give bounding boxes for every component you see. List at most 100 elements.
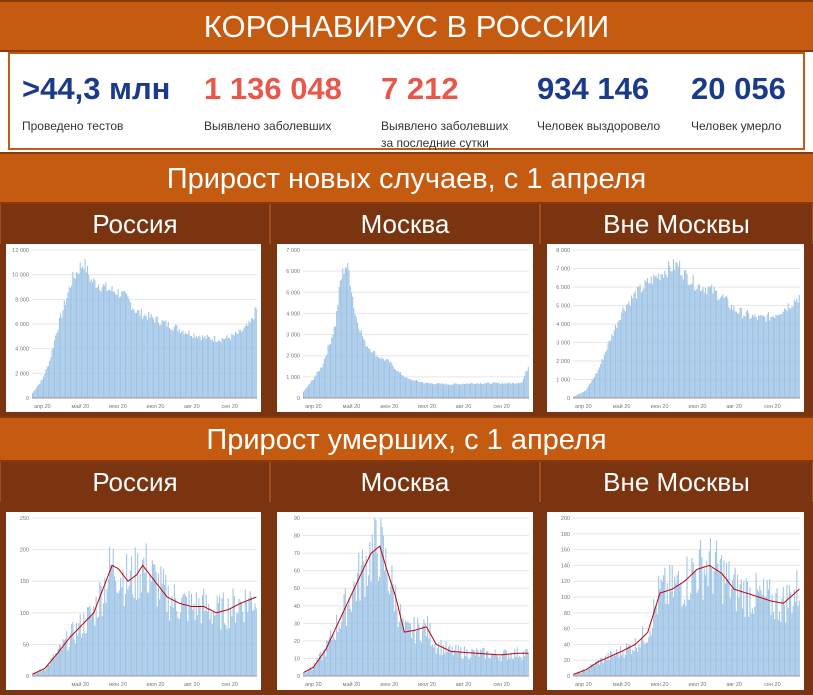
- bar: [771, 594, 773, 676]
- bar: [217, 603, 219, 676]
- bar: [171, 329, 173, 398]
- bar: [687, 599, 689, 676]
- bar: [467, 383, 469, 398]
- bar: [658, 576, 660, 676]
- bar: [419, 640, 421, 676]
- section-title-deaths: Прирост умерших, с 1 апреля: [0, 416, 813, 462]
- bar: [428, 383, 430, 398]
- bar: [210, 339, 212, 398]
- bar: [382, 358, 384, 398]
- bar: [384, 570, 386, 676]
- bar: [58, 317, 60, 398]
- bar: [210, 612, 212, 676]
- bar: [473, 383, 475, 398]
- bar: [54, 658, 56, 676]
- bar: [349, 285, 351, 398]
- bar: [764, 596, 766, 676]
- bar: [194, 337, 196, 398]
- bar: [303, 672, 305, 676]
- bar: [638, 644, 640, 676]
- bar: [307, 670, 309, 676]
- bar: [693, 571, 695, 676]
- bar: [627, 303, 629, 398]
- bar: [328, 637, 330, 676]
- bar: [495, 382, 497, 398]
- bar: [468, 659, 470, 676]
- bar: [737, 574, 739, 676]
- bar: [762, 315, 765, 398]
- bar: [188, 590, 190, 676]
- bar: [758, 315, 760, 398]
- bar: [596, 661, 598, 676]
- bar: [776, 315, 778, 398]
- bar: [712, 293, 714, 398]
- bar: [425, 382, 427, 398]
- bar: [78, 623, 80, 676]
- bar: [576, 394, 578, 398]
- bar: [756, 320, 758, 398]
- bar: [603, 660, 605, 676]
- bar: [439, 383, 441, 398]
- bar: [487, 382, 489, 398]
- y-tick-label: 8 000: [556, 248, 570, 254]
- bar: [589, 668, 591, 676]
- bar: [209, 619, 211, 676]
- bar: [688, 285, 691, 398]
- bar: [584, 669, 586, 676]
- bar: [33, 391, 35, 398]
- bar: [381, 357, 383, 398]
- bar: [422, 625, 424, 676]
- bar: [388, 362, 391, 398]
- bar: [387, 590, 389, 676]
- bar: [690, 284, 692, 398]
- bar: [143, 557, 145, 676]
- bar: [526, 370, 528, 398]
- y-tick-label: 0: [26, 674, 29, 680]
- bar: [330, 629, 332, 676]
- bar: [721, 296, 723, 398]
- bar: [520, 657, 522, 676]
- bar: [580, 672, 582, 676]
- bar: [110, 565, 112, 676]
- bar: [247, 612, 249, 676]
- y-tick-label: 40: [564, 642, 570, 648]
- bar: [767, 589, 769, 676]
- bar: [357, 322, 359, 398]
- bar: [605, 655, 607, 676]
- bar: [137, 552, 139, 676]
- bar: [144, 314, 146, 398]
- bar: [791, 306, 793, 398]
- bar: [781, 313, 783, 398]
- bar: [788, 585, 790, 676]
- bar: [44, 373, 46, 398]
- bar: [463, 646, 465, 676]
- bar: [417, 381, 419, 398]
- bar: [463, 384, 465, 398]
- bar: [187, 621, 189, 676]
- bar: [172, 607, 174, 676]
- bar: [441, 655, 443, 676]
- bar: [45, 369, 47, 398]
- bar: [661, 581, 663, 676]
- bar: [254, 307, 256, 398]
- bar: [676, 575, 678, 676]
- bar: [483, 647, 485, 676]
- bar: [107, 579, 109, 676]
- bar: [84, 633, 86, 676]
- bar: [596, 373, 598, 398]
- bar: [443, 384, 445, 398]
- bar: [212, 341, 215, 398]
- bar: [135, 600, 137, 676]
- bar: [159, 325, 161, 398]
- bar: [204, 611, 206, 676]
- bar: [739, 307, 741, 398]
- bar: [350, 292, 352, 398]
- bar: [200, 623, 202, 676]
- bar: [686, 274, 688, 398]
- bar: [393, 368, 395, 398]
- moving-average-line: [32, 564, 257, 675]
- bar: [728, 561, 730, 676]
- bar: [112, 548, 114, 676]
- bar: [709, 538, 711, 676]
- section-title-cases: Прирост новых случаев, с 1 апреля: [0, 152, 813, 204]
